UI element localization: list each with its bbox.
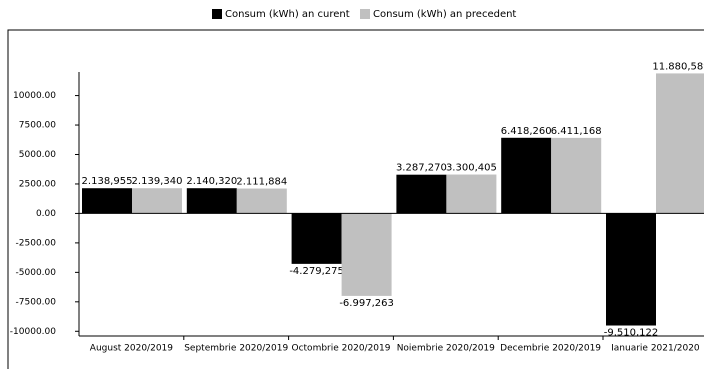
x-tick-label: August 2020/2019 (90, 344, 173, 354)
bar (396, 174, 447, 214)
value-label: 3.300,405 (446, 163, 497, 174)
y-tick-label: 2500.00 (19, 179, 56, 189)
bar (501, 137, 552, 214)
y-tick-label: 7500.00 (19, 121, 56, 131)
bar (82, 188, 132, 214)
value-label: -9.510,122 (604, 328, 659, 339)
x-tick-label: Noiembrie 2020/2019 (397, 344, 495, 354)
legend-swatch (212, 9, 222, 19)
value-label: 3.287,270 (396, 163, 447, 174)
bar (186, 188, 237, 214)
bar (551, 137, 602, 214)
value-label: 2.140,320 (186, 176, 237, 187)
bar (291, 213, 342, 264)
bar (236, 188, 287, 214)
value-label: -6.997,263 (339, 298, 394, 309)
y-tick-label: 10000.00 (13, 91, 56, 101)
value-label: 11.880,589 (652, 61, 704, 72)
bar (656, 73, 704, 214)
x-tick-label: Decembrie 2020/2019 (500, 344, 601, 354)
legend-label: Consum (kWh) an precedent (373, 9, 516, 20)
value-label: -4.279,275 (289, 266, 344, 277)
frame (7, 29, 704, 369)
legend-label: Consum (kWh) an curent (225, 9, 350, 20)
x-tick-label: Septembrie 2020/2019 (184, 344, 288, 354)
legend-swatch (360, 9, 370, 19)
value-label: 2.111,884 (236, 177, 287, 188)
y-tick-label: 5000.00 (19, 150, 56, 160)
x-tick-label: Ianuarie 2021/2020 (611, 344, 700, 354)
y-tick-label: -2500.00 (16, 238, 57, 248)
bar (446, 174, 497, 214)
value-label: 6.411,168 (551, 126, 602, 137)
value-label: 6.418,260 (501, 126, 552, 137)
value-label: 2.138,955 (82, 176, 133, 187)
x-tick-label: Octombrie 2020/2019 (292, 344, 391, 354)
value-label: 2.139,340 (132, 176, 183, 187)
y-tick-label: -5000.00 (16, 268, 57, 278)
bar (606, 213, 656, 326)
bar (132, 188, 182, 214)
y-tick-label: -10000.00 (10, 327, 56, 337)
y-tick-label: 0.00 (36, 209, 56, 219)
y-tick-label: -7500.00 (16, 297, 57, 307)
bar (341, 213, 392, 296)
